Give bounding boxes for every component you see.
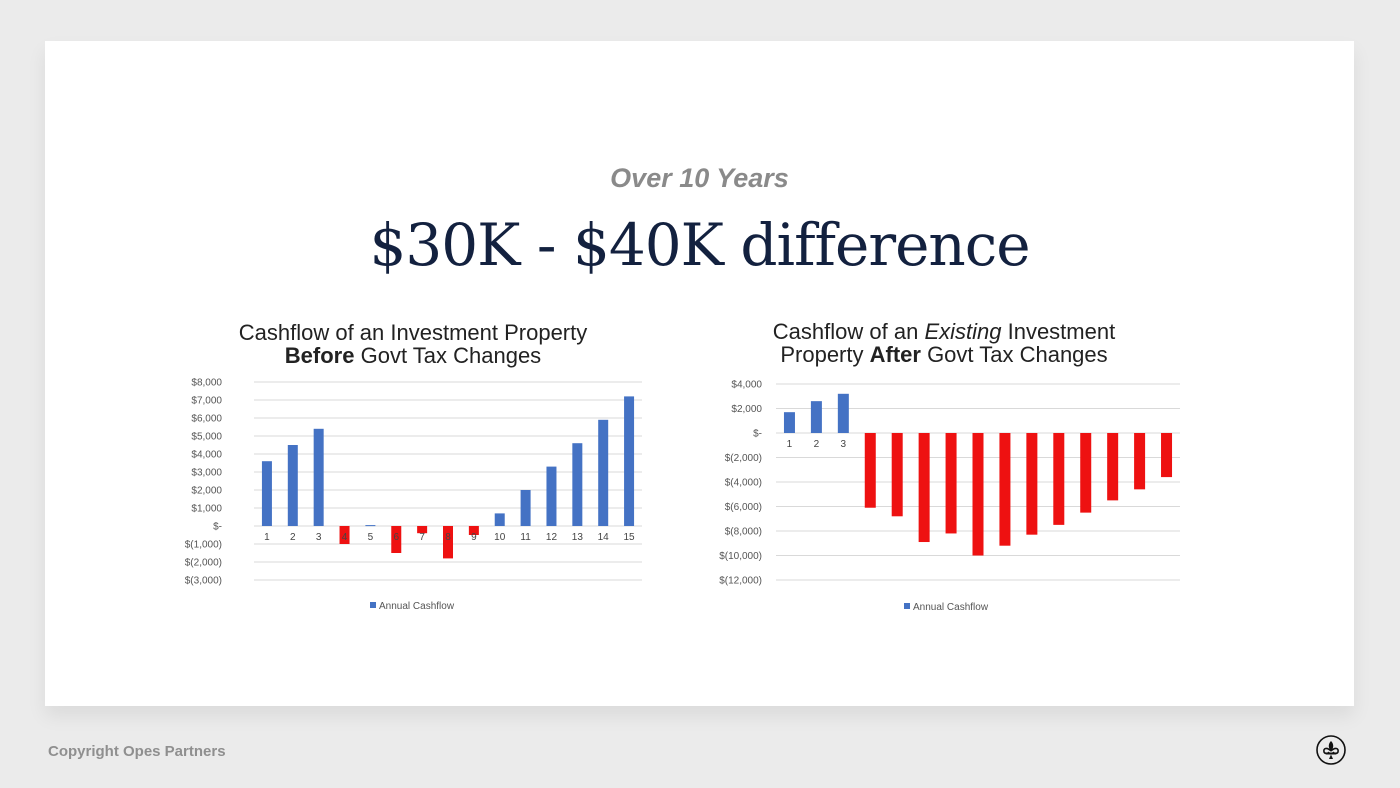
y-tick-label: $(4,000) <box>725 478 762 489</box>
y-tick-label: $6,000 <box>191 414 222 425</box>
bar <box>1161 433 1173 478</box>
bar <box>999 433 1011 546</box>
bar <box>572 443 583 526</box>
bar <box>624 396 635 526</box>
bar <box>546 466 557 526</box>
y-tick-label: $4,000 <box>731 380 762 391</box>
y-tick-label: $3,000 <box>191 468 222 479</box>
y-tick-label: $1,000 <box>191 504 222 515</box>
x-tick-label: 10 <box>494 532 506 543</box>
bar <box>417 526 428 534</box>
y-tick-label: $(1,000) <box>185 540 222 551</box>
bar <box>891 433 903 517</box>
y-tick-label: $- <box>753 429 762 440</box>
bar <box>468 526 479 535</box>
chart-title-line2: Before Govt Tax Changes <box>285 343 541 368</box>
y-tick-label: $2,000 <box>731 404 762 415</box>
chart-before-svg: Cashflow of an Investment Property Befor… <box>185 320 642 612</box>
y-tick-label: $7,000 <box>191 396 222 407</box>
chart-title-line1: Cashflow of an Existing Investment <box>773 319 1115 344</box>
y-tick-label: $(10,000) <box>719 551 762 562</box>
bar <box>972 433 984 556</box>
bar <box>598 419 609 526</box>
legend-swatch <box>904 603 910 609</box>
bar <box>783 412 795 433</box>
y-tick-label: $(12,000) <box>719 576 762 587</box>
bar <box>1080 433 1092 513</box>
bar <box>365 525 376 527</box>
bar <box>1053 433 1065 525</box>
legend-label: Annual Cashflow <box>913 602 989 613</box>
slide-subtitle: Over 10 Years <box>610 163 789 193</box>
bar <box>1026 433 1038 535</box>
x-tick-label: 9 <box>471 532 477 543</box>
bar <box>810 401 822 433</box>
chart-after-svg: Cashflow of an Existing Investment Prope… <box>719 319 1180 613</box>
bar <box>391 526 402 553</box>
bar <box>261 461 272 526</box>
bar <box>1107 433 1119 501</box>
y-tick-label: $(6,000) <box>725 502 762 513</box>
x-tick-label: 2 <box>290 532 296 543</box>
chart-before-tax-changes: Cashflow of an Investment Property Befor… <box>180 318 652 623</box>
x-tick-label: 1 <box>787 439 793 450</box>
x-tick-label: 14 <box>598 532 610 543</box>
y-tick-label: $8,000 <box>191 378 222 389</box>
bar <box>520 490 531 526</box>
y-tick-label: $(3,000) <box>185 576 222 587</box>
x-tick-label: 2 <box>814 439 820 450</box>
x-tick-label: 5 <box>368 532 374 543</box>
fleur-de-lis-icon <box>1316 735 1346 765</box>
y-tick-label: $(8,000) <box>725 527 762 538</box>
bar <box>443 526 453 559</box>
slide-headline: $30K - $40K difference <box>369 211 1030 279</box>
y-tick-label: $5,000 <box>191 432 222 443</box>
x-tick-label: 11 <box>520 532 531 543</box>
bar <box>494 513 505 526</box>
bar <box>945 433 957 534</box>
y-tick-label: $(2,000) <box>725 453 762 464</box>
x-tick-label: 1 <box>264 532 270 543</box>
y-tick-label: $4,000 <box>191 450 222 461</box>
x-tick-label: 15 <box>624 532 636 543</box>
chart-title-line2: Property After Govt Tax Changes <box>780 342 1107 367</box>
bar <box>313 428 324 526</box>
x-tick-label: 6 <box>393 532 399 543</box>
x-tick-label: 3 <box>841 439 847 450</box>
bar <box>339 526 350 544</box>
x-tick-label: 7 <box>419 532 425 543</box>
y-tick-label: $2,000 <box>191 486 222 497</box>
bar <box>864 433 876 508</box>
x-tick-label: 3 <box>316 532 322 543</box>
bar <box>837 393 849 433</box>
bar <box>1134 433 1146 490</box>
legend-label: Annual Cashflow <box>379 601 455 612</box>
bar <box>287 445 298 526</box>
chart-after-tax-changes: Cashflow of an Existing Investment Prope… <box>706 318 1188 623</box>
copyright-text: Copyright Opes Partners <box>48 743 226 760</box>
bar <box>918 433 930 543</box>
x-tick-label: 13 <box>572 532 584 543</box>
x-tick-label: 8 <box>445 532 451 543</box>
legend-swatch <box>370 602 376 608</box>
chart-title-line1: Cashflow of an Investment Property <box>239 320 588 345</box>
y-tick-label: $(2,000) <box>185 558 222 569</box>
x-tick-label: 4 <box>342 532 348 543</box>
x-tick-label: 12 <box>546 532 558 543</box>
y-tick-label: $- <box>213 522 222 533</box>
